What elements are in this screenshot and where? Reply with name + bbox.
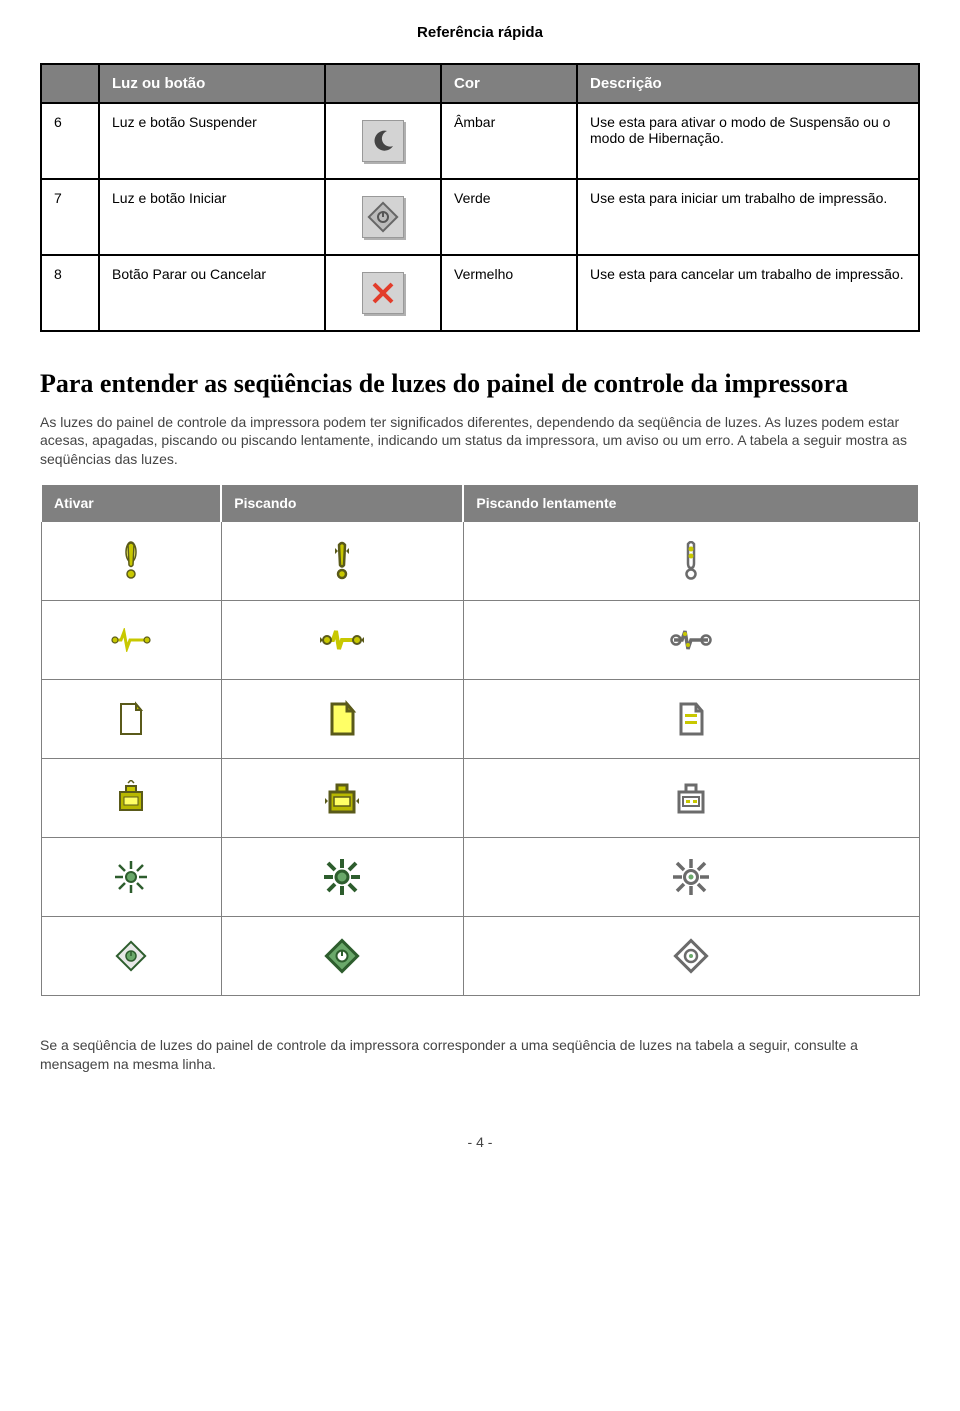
row-label: Botão Parar ou Cancelar	[99, 255, 325, 331]
light-cell	[221, 601, 463, 680]
paper-on-icon	[46, 701, 217, 737]
table-row: 6 Luz e botão Suspender Âmbar Use esta p…	[41, 103, 919, 179]
light-cell	[41, 601, 221, 680]
th-lentamente: Piscando lentamente	[463, 484, 919, 522]
light-cell	[41, 917, 221, 996]
table-row: 7 Luz e botão Iniciar Verde Use esta par…	[41, 179, 919, 255]
exclaim-blink-icon	[226, 541, 459, 581]
table-row	[41, 838, 919, 917]
row-number: 6	[41, 103, 99, 179]
page-number: - 4 -	[40, 1134, 920, 1150]
th-ativar: Ativar	[41, 484, 221, 522]
exclaim-on-icon	[46, 541, 217, 581]
diamond-on-icon	[46, 938, 217, 974]
toner-slow-icon	[468, 778, 915, 818]
light-cell	[463, 838, 919, 917]
light-cell	[463, 601, 919, 680]
diamond-start-icon	[362, 196, 404, 238]
diamond-slow-icon	[468, 936, 915, 976]
row-desc: Use esta para iniciar um trabalho de imp…	[577, 179, 919, 255]
table-row	[41, 917, 919, 996]
section-heading: Para entender as seqüências de luzes do …	[40, 368, 920, 401]
paper-slow-icon	[468, 700, 915, 738]
light-cell	[463, 759, 919, 838]
row-label: Luz e botão Suspender	[99, 103, 325, 179]
toner-on-icon	[46, 780, 217, 816]
light-cell	[463, 522, 919, 601]
page-title: Referência rápida	[40, 24, 920, 41]
row-color: Verde	[441, 179, 577, 255]
lights-table: Ativar Piscando Piscando lentamente	[40, 483, 920, 996]
row-label: Luz e botão Iniciar	[99, 179, 325, 255]
table-row	[41, 680, 919, 759]
light-cell	[221, 838, 463, 917]
light-cell	[221, 759, 463, 838]
ready-slow-icon	[468, 857, 915, 897]
cancel-x-icon	[362, 272, 404, 314]
jam-blink-icon	[226, 625, 459, 655]
table-row	[41, 759, 919, 838]
paper-blink-icon	[226, 700, 459, 738]
light-cell	[221, 522, 463, 601]
th-piscando: Piscando	[221, 484, 463, 522]
row-number: 8	[41, 255, 99, 331]
row-color: Vermelho	[441, 255, 577, 331]
diamond-blink-icon	[226, 936, 459, 976]
th-icon	[325, 64, 441, 103]
th-color: Cor	[441, 64, 577, 103]
ready-blink-icon	[226, 857, 459, 897]
light-cell	[41, 838, 221, 917]
row-desc: Use esta para cancelar um trabalho de im…	[577, 255, 919, 331]
jam-on-icon	[46, 628, 217, 652]
row-icon-cell	[325, 103, 441, 179]
light-cell	[221, 680, 463, 759]
row-number: 7	[41, 179, 99, 255]
row-icon-cell	[325, 255, 441, 331]
th-desc: Descrição	[577, 64, 919, 103]
table-row: 8 Botão Parar ou Cancelar Vermelho Use e…	[41, 255, 919, 331]
exclaim-slow-icon	[468, 541, 915, 581]
footer-paragraph: Se a seqüência de luzes do painel de con…	[40, 1036, 920, 1074]
th-label: Luz ou botão	[99, 64, 325, 103]
jam-slow-icon	[468, 625, 915, 655]
table-row	[41, 601, 919, 680]
light-cell	[41, 680, 221, 759]
row-icon-cell	[325, 179, 441, 255]
light-cell	[463, 680, 919, 759]
light-cell	[463, 917, 919, 996]
section-paragraph: As luzes do painel de controle da impres…	[40, 413, 920, 470]
table-row	[41, 522, 919, 601]
toner-blink-icon	[226, 778, 459, 818]
light-cell	[41, 522, 221, 601]
light-cell	[221, 917, 463, 996]
ready-on-icon	[46, 859, 217, 895]
row-desc: Use esta para ativar o modo de Suspensão…	[577, 103, 919, 179]
light-cell	[41, 759, 221, 838]
moon-icon	[362, 120, 404, 162]
buttons-table: Luz ou botão Cor Descrição 6 Luz e botão…	[40, 63, 920, 332]
th-num	[41, 64, 99, 103]
row-color: Âmbar	[441, 103, 577, 179]
